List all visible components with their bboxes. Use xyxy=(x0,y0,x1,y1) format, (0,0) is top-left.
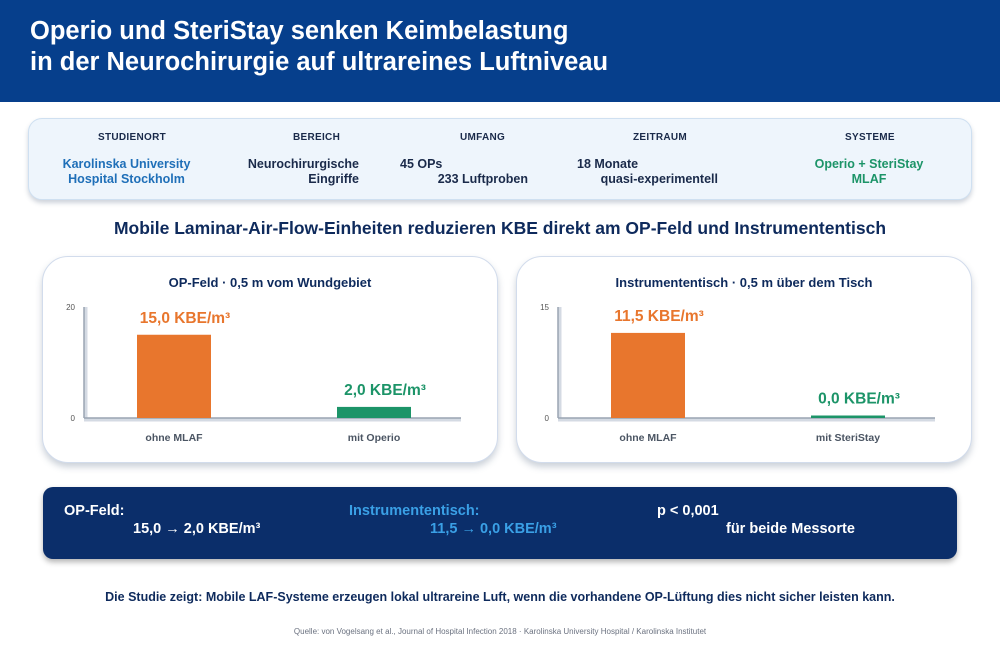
study-scope-line-2: 233 Luftproben xyxy=(437,172,528,186)
header-banner: Operio und SteriStay senken Keimbelastun… xyxy=(0,0,1000,102)
data-label: 15,0 KBE/m³ xyxy=(140,310,230,327)
instrument-table-chart-card: Instrumententisch · 0,5 m über dem Tisch… xyxy=(516,256,972,463)
summary-instrument-label: Instrumententisch: xyxy=(349,503,480,519)
y-tick-label: 0 xyxy=(545,414,550,423)
page-title-line-2: in der Neurochirurgie auf ultrareines Lu… xyxy=(30,48,609,76)
study-scope-value: 45 OPs 233 Luftproben xyxy=(400,157,528,187)
study-period-value: 18 Monate quasi-experimentell xyxy=(577,157,718,187)
y-tick-label: 20 xyxy=(66,303,75,312)
summary-op-value: 15,0 → 2,0 KBE/m³ xyxy=(133,521,261,537)
study-systems-line-2: MLAF xyxy=(851,172,887,186)
summary-banner: OP-Feld: 15,0 → 2,0 KBE/m³ Instrumentent… xyxy=(43,487,957,559)
study-scope-line-1: 45 OPs xyxy=(400,157,443,171)
study-info-card: STUDIENORT Karolinska University Hospita… xyxy=(28,118,972,200)
conclusion-text: Die Studie zeigt: Mobile LAF-Systeme erz… xyxy=(105,590,895,604)
y-tick-label: 0 xyxy=(71,414,76,423)
x-tick-label: ohne MLAF xyxy=(145,432,203,444)
study-period-line-2: quasi-experimentell xyxy=(600,172,718,186)
summary-p-value-text: für beide Messorte xyxy=(726,521,855,537)
study-scope-heading: UMFANG xyxy=(460,132,506,143)
x-tick-label: ohne MLAF xyxy=(619,432,677,444)
page-title-line-1: Operio und SteriStay senken Keimbelastun… xyxy=(30,17,569,45)
x-tick-label: mit SteriStay xyxy=(816,432,880,444)
study-area-line-1: Neurochirurgische xyxy=(247,157,359,171)
op-field-bar-chart: 0 20 15,0 KBE/m³ ohne MLAF 2,0 KBE/m³ mit Ope… xyxy=(66,303,461,444)
data-label: 2,0 KBE/m³ xyxy=(344,382,426,399)
summary-op-label: OP-Feld: xyxy=(64,503,125,519)
summary-p-value-label: p < 0,001 xyxy=(657,503,719,519)
bar-ohne-mlaf xyxy=(137,334,211,418)
study-location-value: Karolinska University Hospital Stockholm xyxy=(29,157,224,187)
study-location-line-2: Hospital Stockholm xyxy=(68,172,185,186)
source-citation: Quelle: von Vogelsang et al., Journal of… xyxy=(293,627,707,636)
summary-instrument-value: 11,5 → 0,0 KBE/m³ xyxy=(430,521,557,537)
section-subheading: Mobile Laminar-Air-Flow-Einheiten reduzi… xyxy=(113,218,887,238)
study-period-heading: ZEITRAUM xyxy=(633,132,688,143)
op-field-chart-title: OP-Feld · 0,5 m vom Wundgebiet xyxy=(168,275,372,290)
study-systems-line-1: Operio + SteriStay xyxy=(814,157,924,171)
page-title: Operio und SteriStay senken Keimbelastun… xyxy=(30,16,930,78)
study-systems-heading: SYSTEME xyxy=(845,132,895,143)
x-tick-label: mit Operio xyxy=(348,432,401,444)
study-period-line-1: 18 Monate xyxy=(577,157,639,171)
instrument-table-bar-chart: 0 15 11,5 KBE/m³ ohne MLAF 0,0 KBE/m³ mit Ste… xyxy=(540,303,935,444)
study-location-line-1: Karolinska University xyxy=(62,157,191,171)
study-area-heading: BEREICH xyxy=(293,132,341,143)
study-area-value: Neurochirurgische Eingriffe xyxy=(219,157,359,187)
bar-ohne-mlaf xyxy=(611,332,685,418)
instrument-table-chart-title: Instrumententisch · 0,5 m über dem Tisch xyxy=(615,275,873,290)
study-area-line-2: Eingriffe xyxy=(308,172,359,186)
data-label: 11,5 KBE/m³ xyxy=(614,308,704,325)
y-tick-label: 15 xyxy=(540,303,549,312)
data-label: 0,0 KBE/m³ xyxy=(818,391,900,408)
op-field-chart-card: OP-Feld · 0,5 m vom Wundgebiet 0 20 15,0 K… xyxy=(42,256,498,463)
bar-mit-steristay xyxy=(811,415,885,418)
study-systems-value: Operio + SteriStay MLAF xyxy=(779,157,959,187)
bar-mit-operio xyxy=(337,406,411,418)
study-location-heading: STUDIENORT xyxy=(98,132,166,143)
